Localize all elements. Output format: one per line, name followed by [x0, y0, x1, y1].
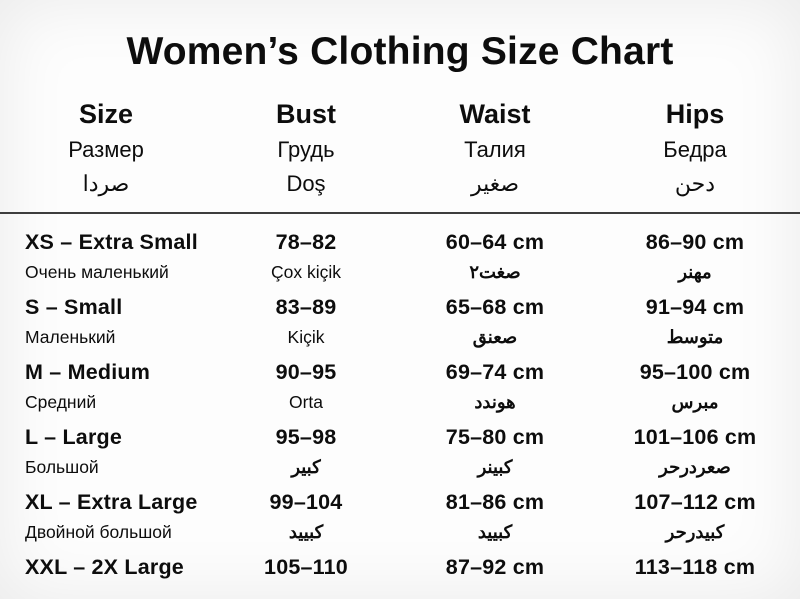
cell-hips: 113–118 cm	[590, 552, 800, 583]
table-header: Size Размер صردا Bust Грудь Doş Waist Та…	[0, 96, 800, 201]
cell-waist-secondary: صغت٢	[469, 262, 521, 282]
cell-waist-primary: 65–68 cm	[445, 295, 545, 319]
cell-hips-primary: 95–100 cm	[639, 360, 751, 384]
cell-bust-secondary: Orta	[288, 392, 324, 412]
cell-size-secondary: Двойной большой	[25, 522, 172, 542]
cell-size-primary: M – Medium	[25, 360, 151, 384]
cell-bust: 90–95 Orta	[212, 357, 400, 416]
table-row: S – Small Маленький 83–89 Kiçik 65–68 cm صعنق…	[0, 288, 800, 353]
cell-hips-primary: 91–94 cm	[645, 295, 745, 319]
cell-size-primary: L – Large	[25, 425, 122, 449]
cell-bust-secondary: Kiçik	[287, 327, 325, 347]
column-header-bust-third: Doş	[286, 171, 326, 196]
cell-waist-secondary: كبييد	[477, 522, 513, 542]
cell-hips-primary: 101–106 cm	[633, 425, 757, 449]
cell-size: L – Large Большой	[0, 422, 212, 481]
cell-bust: 99–104 كبييد	[212, 487, 400, 546]
cell-waist: 75–80 cm كبينر	[400, 422, 590, 481]
cell-hips-secondary: صعردرحر	[659, 457, 731, 477]
table-row: XXL – 2X Large 105–110 87–92 cm 113–118 cm	[0, 548, 800, 585]
cell-bust: 78–82 Çox kiçik	[212, 227, 400, 286]
cell-waist-secondary: كبينر	[477, 457, 513, 477]
column-header-size-en: Size	[78, 99, 134, 129]
column-header-waist-en: Waist	[459, 99, 531, 129]
cell-waist-secondary: هوندد	[474, 392, 516, 412]
cell-hips: 86–90 cm مهنر	[590, 227, 800, 286]
cell-bust-secondary: Çox kiçik	[270, 262, 341, 282]
table-row: L – Large Большой 95–98 كبير 75–80 cm كبينر 10…	[0, 418, 800, 483]
cell-waist-primary: 75–80 cm	[445, 425, 545, 449]
cell-size-primary: XL – Extra Large	[25, 490, 198, 514]
cell-size-secondary: Средний	[25, 392, 97, 412]
cell-bust-primary: 83–89	[275, 295, 337, 319]
cell-waist-primary: 81–86 cm	[445, 490, 545, 514]
cell-size: S – Small Маленький	[0, 292, 212, 351]
column-header-bust-ru: Грудь	[277, 137, 335, 162]
cell-hips: 91–94 cm متوسط	[590, 292, 800, 351]
cell-bust-primary: 105–110	[264, 555, 348, 579]
column-header-waist: Waist Талия صغير	[400, 96, 590, 201]
cell-bust-secondary: كبير	[291, 457, 321, 477]
cell-hips: 95–100 cm مبرس	[590, 357, 800, 416]
cell-hips-primary: 113–118 cm	[634, 555, 756, 579]
column-header-size: Size Размер صردا	[0, 96, 212, 201]
column-header-hips-third: دحن	[674, 171, 716, 196]
cell-size: M – Medium Средний	[0, 357, 212, 416]
cell-waist-primary: 60–64 cm	[445, 230, 545, 254]
cell-size: XXL – 2X Large	[0, 552, 212, 583]
cell-waist-secondary: صعنق	[472, 327, 518, 347]
cell-hips: 107–112 cm كبيدرحر	[590, 487, 800, 546]
cell-hips-secondary: كبيدرحر	[665, 522, 725, 542]
cell-waist: 69–74 cm هوندد	[400, 357, 590, 416]
cell-waist: 81–86 cm كبييد	[400, 487, 590, 546]
table-body: XS – Extra Small Очень маленький 78–82 Çox …	[0, 214, 800, 585]
cell-hips-secondary: مبرس	[671, 392, 719, 412]
page-title: Women’s Clothing Size Chart	[126, 30, 674, 73]
cell-bust: 83–89 Kiçik	[212, 292, 400, 351]
column-header-size-ru: Размер	[68, 137, 144, 162]
table-row: M – Medium Средний 90–95 Orta 69–74 cm هوندد 9…	[0, 353, 800, 418]
header-divider	[0, 212, 800, 214]
column-header-waist-ru: Талия	[464, 137, 526, 162]
cell-hips-primary: 86–90 cm	[645, 230, 745, 254]
column-header-hips-ru: Бедра	[663, 137, 727, 162]
cell-waist-primary: 87–92 cm	[445, 555, 545, 579]
cell-bust-secondary: كبييد	[288, 522, 324, 542]
cell-size-secondary: Маленький	[25, 327, 116, 347]
cell-size-secondary: Большой	[25, 457, 99, 477]
cell-size: XS – Extra Small Очень маленький	[0, 227, 212, 286]
cell-hips-primary: 107–112 cm	[634, 490, 756, 514]
table-row: XL – Extra Large Двойной большой 99–104 كبي…	[0, 483, 800, 548]
cell-size-primary: XXL – 2X Large	[25, 555, 184, 579]
cell-bust-primary: 90–95	[275, 360, 337, 384]
cell-bust-primary: 95–98	[275, 425, 337, 449]
column-header-size-third: صردا	[82, 171, 130, 196]
cell-waist-primary: 69–74 cm	[445, 360, 545, 384]
cell-waist: 60–64 cm صغت٢	[400, 227, 590, 286]
cell-bust-primary: 78–82	[275, 230, 337, 254]
column-header-hips: Hips Бедра دحن	[590, 96, 800, 201]
cell-size-primary: S – Small	[25, 295, 123, 319]
cell-hips-secondary: متوسط	[666, 327, 724, 347]
cell-size-primary: XS – Extra Small	[25, 230, 198, 254]
cell-bust: 105–110	[212, 552, 400, 583]
column-header-hips-en: Hips	[665, 99, 725, 129]
cell-waist: 87–92 cm	[400, 552, 590, 583]
table-row: XS – Extra Small Очень маленький 78–82 Çox …	[0, 223, 800, 288]
cell-waist: 65–68 cm صعنق	[400, 292, 590, 351]
column-header-waist-third: صغير	[470, 171, 520, 196]
cell-hips-secondary: مهنر	[678, 262, 712, 282]
column-header-bust-en: Bust	[276, 99, 336, 129]
cell-bust: 95–98 كبير	[212, 422, 400, 481]
cell-bust-primary: 99–104	[269, 490, 343, 514]
column-header-bust: Bust Грудь Doş	[212, 96, 400, 201]
cell-size: XL – Extra Large Двойной большой	[0, 487, 212, 546]
cell-size-secondary: Очень маленький	[25, 262, 169, 282]
cell-hips: 101–106 cm صعردرحر	[590, 422, 800, 481]
